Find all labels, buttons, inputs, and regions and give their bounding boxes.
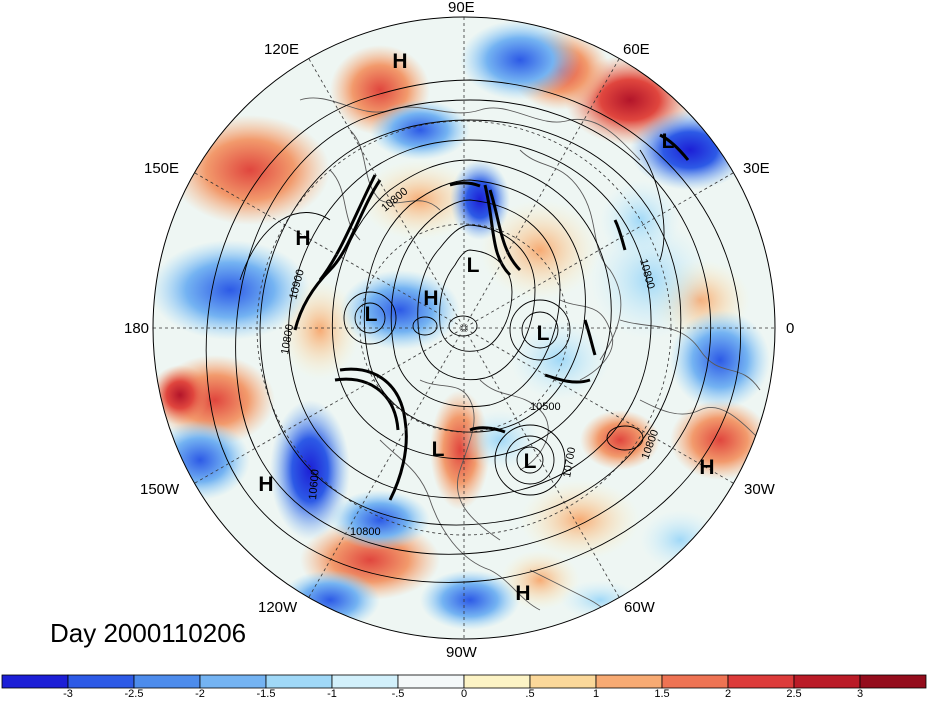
colorbar-tick-label: 1 (592, 688, 600, 700)
contour-label: 10600 (307, 469, 322, 501)
coastlines (299, 97, 761, 624)
colorbar-swatch (661, 674, 729, 689)
colorbar-swatch (859, 674, 927, 689)
colorbar-swatch (793, 674, 861, 689)
lon-label-60w: 60W (624, 599, 655, 616)
lon-label-90e: 90E (448, 0, 475, 16)
colorbar-tick-label: 2 (724, 688, 732, 700)
colorbar-tick-label: -1 (327, 688, 337, 700)
high-center: H (699, 456, 714, 479)
contour-label: 10500 (530, 401, 561, 413)
lon-label-120w: 120W (258, 599, 298, 616)
map-boundary (152, 16, 776, 640)
high-center: H (295, 227, 310, 250)
colorbar (1, 674, 927, 689)
lon-label-30w: 30W (744, 481, 775, 498)
colorbar-tick-label: -1.5 (256, 688, 276, 700)
colorbar-tick-label: 3 (856, 688, 864, 700)
low-center: L (524, 450, 537, 473)
contour-label: 10800 (350, 526, 381, 538)
low-center: L (432, 438, 445, 461)
colorbar-swatch (1, 674, 69, 689)
colorbar-swatch (463, 674, 531, 689)
thick-contours (293, 133, 690, 501)
colorbar-swatch (397, 674, 465, 689)
low-center: L (365, 303, 378, 326)
low-center: L (662, 130, 675, 153)
high-center: H (423, 287, 438, 310)
colorbar-swatch (67, 674, 135, 689)
colorbar-swatch (133, 674, 201, 689)
colorbar-tick-label: -.5 (391, 688, 405, 700)
lon-label-150w: 150W (140, 481, 180, 498)
high-center: H (258, 473, 273, 496)
contour-label: 10700 (561, 446, 578, 478)
lon-label-60e: 60E (623, 41, 650, 58)
contour-label: 10800 (279, 323, 296, 355)
colorbar-swatch (199, 674, 267, 689)
lon-label-180: 180 (124, 320, 150, 337)
colorbar-tick-label: -2 (195, 688, 205, 700)
graticule (153, 17, 775, 639)
colorbar-swatch (265, 674, 333, 689)
low-center: L (467, 254, 480, 277)
pressure-center-group: H H H H H H L L L L L L L (258, 50, 714, 605)
low-center: L (537, 322, 550, 345)
colorbar-tick-label: 1.5 (654, 688, 670, 700)
colorbar-tick-label: .5 (525, 688, 535, 700)
high-center: H (392, 50, 407, 73)
colorbar-swatch (727, 674, 795, 689)
colorbar-tick-label: 0 (460, 688, 468, 700)
high-center: H (515, 582, 530, 605)
height-contours (205, 79, 742, 583)
colorbar-tick-label: -2.5 (124, 688, 144, 700)
lon-label-90w: 90W (446, 644, 477, 661)
colorbar-swatch (595, 674, 663, 689)
lon-label-30e: 30E (743, 160, 770, 177)
colorbar-tick-label: 2.5 (786, 688, 802, 700)
colorbar-tick-label: -3 (63, 688, 73, 700)
figure-title: Day 2000110206 (50, 618, 247, 648)
colorbar-swatch (529, 674, 597, 689)
lon-label-0: 0 (786, 320, 795, 337)
lon-label-150e: 150E (144, 160, 180, 177)
colorbar-swatch (331, 674, 399, 689)
lon-label-120e: 120E (264, 41, 300, 58)
